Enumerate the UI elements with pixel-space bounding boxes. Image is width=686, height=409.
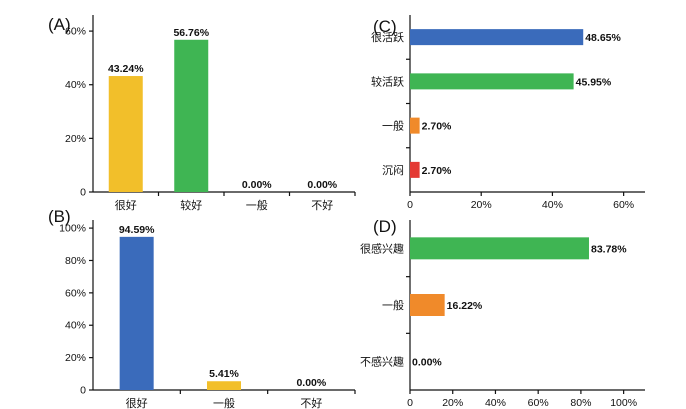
x-tick-label: 60% bbox=[613, 199, 634, 211]
panel-label-d: (D) bbox=[373, 217, 397, 236]
x-tick-label: 100% bbox=[610, 397, 637, 409]
x-tick-label: 20% bbox=[442, 397, 463, 409]
y-tick-label: 100% bbox=[59, 223, 86, 235]
x-tick-label: 0 bbox=[407, 397, 413, 409]
y-tick-label: 40% bbox=[65, 79, 86, 91]
bar bbox=[174, 39, 209, 192]
x-category-label: 较好 bbox=[180, 198, 202, 212]
x-tick-label: 20% bbox=[471, 199, 492, 211]
y-tick-label: 60% bbox=[65, 287, 86, 299]
x-tick-label: 60% bbox=[528, 397, 549, 409]
y-tick-label: 20% bbox=[65, 133, 86, 145]
panel-label-b: (B) bbox=[48, 207, 71, 226]
x-category-label: 不好 bbox=[311, 198, 333, 212]
bar bbox=[108, 76, 143, 192]
x-category-label: 一般 bbox=[213, 397, 235, 409]
y-category-label: 很感兴趣 bbox=[360, 241, 404, 255]
bar-value-label: 56.76% bbox=[173, 27, 209, 39]
bar bbox=[410, 117, 420, 134]
bar-value-label: 83.78% bbox=[591, 243, 627, 255]
x-tick-label: 80% bbox=[570, 397, 591, 409]
x-tick-label: 40% bbox=[485, 397, 506, 409]
y-tick-label: 0 bbox=[80, 187, 86, 199]
y-category-label: 较活跃 bbox=[371, 74, 404, 88]
bar-value-label: 0.00% bbox=[296, 377, 326, 389]
bar-value-label: 2.70% bbox=[422, 121, 452, 133]
bar bbox=[207, 381, 241, 390]
y-category-label: 沉闷 bbox=[382, 163, 404, 177]
x-category-label: 很好 bbox=[115, 198, 137, 212]
bar-value-label: 0.00% bbox=[412, 357, 442, 369]
bar-value-label: 16.22% bbox=[447, 300, 483, 312]
bar bbox=[410, 294, 445, 316]
y-category-label: 不感兴趣 bbox=[360, 355, 404, 369]
bar-value-label: 43.24% bbox=[108, 63, 144, 75]
bar bbox=[410, 161, 420, 178]
bar bbox=[119, 236, 154, 390]
bar-value-label: 48.65% bbox=[585, 32, 621, 44]
y-tick-label: 20% bbox=[65, 352, 86, 364]
bar-value-label: 2.70% bbox=[422, 165, 452, 177]
bar bbox=[410, 237, 589, 260]
bar-value-label: 94.59% bbox=[119, 224, 155, 236]
x-category-label: 一般 bbox=[246, 199, 268, 212]
bar-value-label: 0.00% bbox=[307, 179, 337, 191]
bar-value-label: 0.00% bbox=[242, 179, 272, 191]
y-category-label: 一般 bbox=[382, 120, 404, 133]
panel-label-a: (A) bbox=[48, 15, 71, 34]
x-category-label: 不好 bbox=[300, 396, 322, 409]
bar bbox=[410, 73, 574, 90]
bar bbox=[410, 29, 584, 46]
x-tick-label: 40% bbox=[542, 199, 563, 211]
y-tick-label: 60% bbox=[65, 26, 86, 38]
y-category-label: 很活跃 bbox=[371, 30, 404, 44]
panel-label-c: (C) bbox=[373, 17, 397, 36]
y-tick-label: 40% bbox=[65, 320, 86, 332]
y-tick-label: 80% bbox=[65, 255, 86, 267]
bar-value-label: 5.41% bbox=[209, 368, 239, 380]
x-tick-label: 0 bbox=[407, 199, 413, 211]
bar-value-label: 45.95% bbox=[576, 76, 612, 88]
y-category-label: 一般 bbox=[382, 299, 404, 312]
x-category-label: 很好 bbox=[126, 396, 148, 409]
y-tick-label: 0 bbox=[80, 385, 86, 397]
